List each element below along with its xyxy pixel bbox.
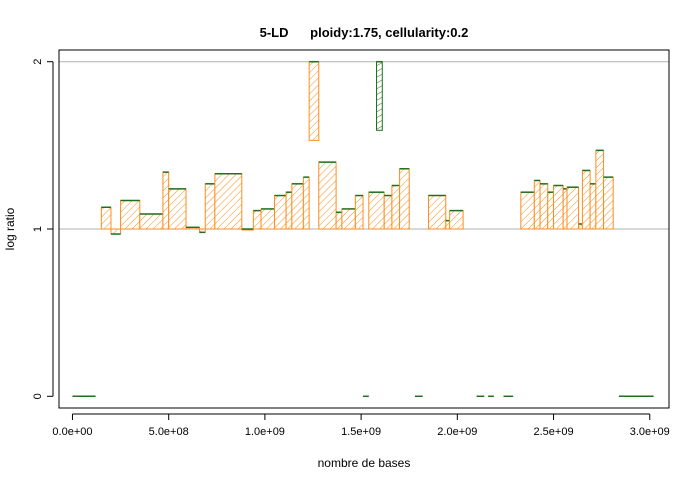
segment-0-45 — [595, 149, 605, 230]
plot-frame — [58, 49, 670, 409]
y-tick-label-1: 1 — [32, 226, 44, 232]
segment-0-44 — [589, 183, 597, 230]
segment-0-1 — [100, 206, 112, 230]
segment-0-27 — [399, 168, 410, 230]
segment-0-25 — [383, 194, 393, 230]
x-axis: 0.0e+00 5.0e+08 1.0e+09 1.5e+09 2.0e+09 2.5e+… — [52, 413, 670, 438]
segment-0-8 — [198, 228, 206, 234]
segment-0-3 — [120, 199, 141, 230]
y-tick-label-0: 0 — [32, 393, 44, 399]
segment-0-38 — [547, 191, 555, 230]
segment-0-21 — [341, 208, 356, 230]
segment-0-20 — [335, 211, 343, 230]
segment-0-26 — [391, 184, 401, 230]
x-tick-label-1: 5.0e+08 — [149, 426, 189, 438]
x-tick-label-4: 2.0e+09 — [437, 426, 477, 438]
segment-0-29 — [427, 194, 447, 230]
segment-1-0 — [376, 60, 383, 131]
segment-0-36 — [533, 179, 541, 230]
chart-title: 5-LD ploidy:1.75, cellularity:0.2 — [260, 25, 469, 40]
segment-0-46 — [603, 176, 614, 230]
y-axis-label: log ratio — [3, 207, 17, 250]
segment-0-9 — [204, 183, 216, 230]
segment-0-12 — [252, 209, 262, 230]
segment-0-39 — [553, 184, 564, 230]
segment-0-41 — [566, 186, 580, 230]
x-tick-label-3: 1.5e+09 — [341, 426, 381, 438]
segment-0-24 — [368, 191, 385, 230]
segment-0-13 — [260, 208, 276, 230]
segment-0-4 — [139, 213, 164, 230]
segment-0-40 — [562, 188, 568, 230]
segment-0-31 — [449, 209, 464, 230]
segment-0-19 — [318, 161, 337, 230]
x-tick-label-5: 2.5e+09 — [534, 426, 574, 438]
x-axis-label: nombre de bases — [318, 456, 411, 470]
y-tick-label-2: 2 — [32, 59, 44, 65]
segment-0-2 — [110, 228, 122, 235]
segment-0-17 — [302, 176, 310, 230]
segment-0-18 — [308, 60, 320, 141]
segment-0-42 — [578, 223, 583, 230]
segment-0-11 — [241, 228, 254, 231]
segment-0-30 — [445, 219, 451, 230]
segment-0-22 — [354, 194, 364, 230]
segment-0-5 — [162, 171, 170, 230]
x-tick-label-2: 1.0e+09 — [245, 426, 285, 438]
segment-0-7 — [185, 226, 200, 230]
segment-0-6 — [168, 188, 187, 230]
segment-0-16 — [291, 183, 304, 230]
segment-0-35 — [520, 191, 535, 230]
segment-0-14 — [274, 194, 287, 230]
segment-0-15 — [285, 191, 293, 230]
segment-0-43 — [581, 169, 591, 230]
segment-0-37 — [539, 183, 549, 230]
x-tick-label-0: 0.0e+00 — [52, 426, 92, 438]
segment-0-10 — [214, 173, 243, 230]
segments — [72, 60, 654, 398]
x-tick-label-6: 3.0e+09 — [630, 426, 670, 438]
y-axis: 0 1 2 — [32, 59, 54, 399]
